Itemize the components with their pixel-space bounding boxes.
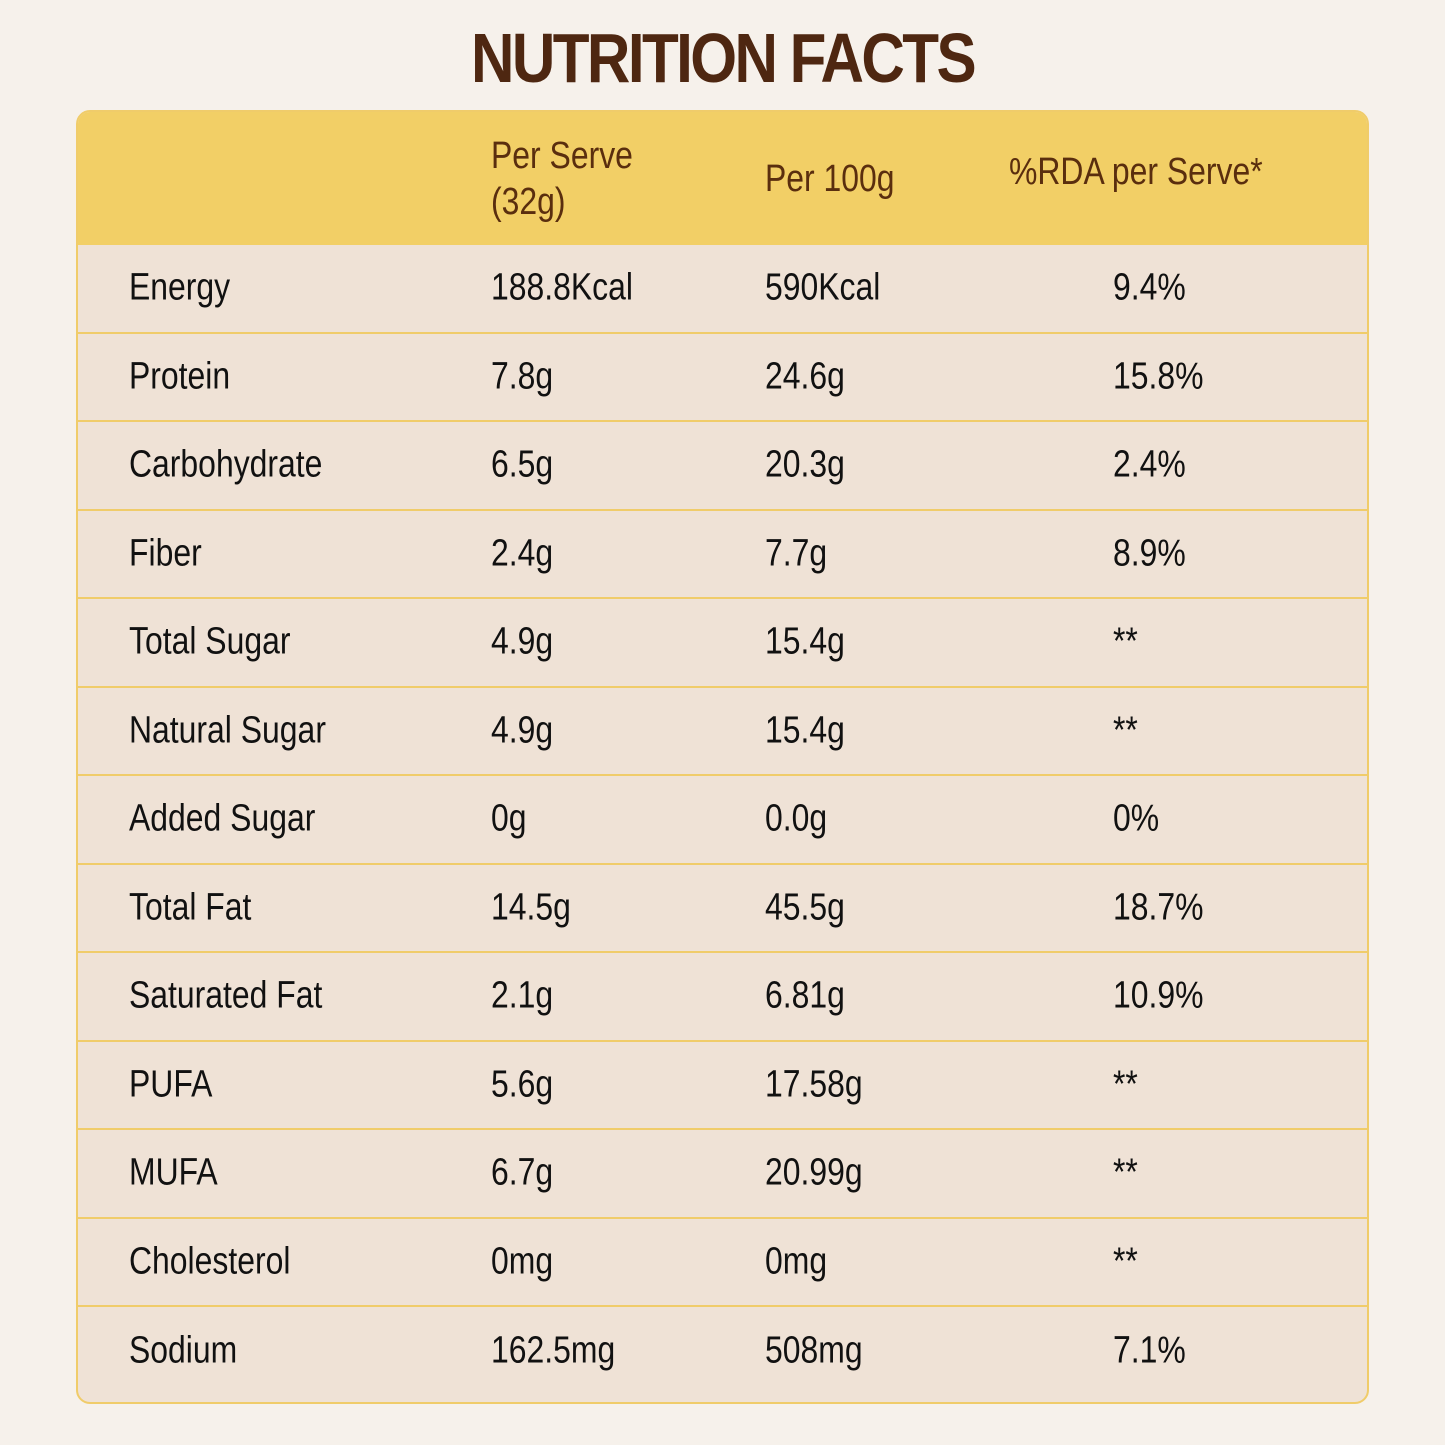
per-serve-cell: 188.8Kcal — [491, 266, 633, 309]
table-row: Cholesterol 0mg 0mg ** — [78, 1219, 1367, 1307]
per-100g-cell: 0.0g — [765, 797, 828, 840]
per-serve-cell: 6.5g — [491, 443, 554, 486]
rda-cell: 7.1% — [1113, 1329, 1186, 1372]
header-per-100g: Per 100g — [765, 157, 895, 200]
rda-cell: 0% — [1113, 797, 1160, 840]
title-text: NUTRITION FACTS — [470, 19, 977, 97]
per-100g-cell: 17.58g — [765, 1063, 863, 1106]
per-100g-cell: 508mg — [765, 1329, 863, 1372]
per-100g-cell: 0mg — [765, 1240, 828, 1283]
table-row: Fiber 2.4g 7.7g 8.9% — [78, 511, 1367, 599]
per-100g-cell: 6.81g — [765, 974, 845, 1017]
nutrient-cell: Natural Sugar — [129, 709, 326, 752]
rda-cell: 8.9% — [1113, 532, 1186, 575]
header-rda: %RDA per Serve* — [1009, 150, 1263, 193]
table-row: Sodium 162.5mg 508mg 7.1% — [78, 1307, 1367, 1396]
table-header: Per Serve (32g) Per 100g %RDA per Serve* — [78, 112, 1367, 245]
table-body: Energy 188.8Kcal 590Kcal 9.4% Protein 7.8g 24.… — [78, 245, 1367, 1396]
per-serve-cell: 14.5g — [491, 886, 571, 929]
rda-cell: ** — [1113, 620, 1138, 663]
table-row: Protein 7.8g 24.6g 15.8% — [78, 334, 1367, 422]
per-100g-cell: 20.99g — [765, 1151, 863, 1194]
header-per-serve-line1: Per Serve — [491, 134, 633, 177]
rda-cell: 15.8% — [1113, 355, 1204, 398]
table-row: Added Sugar 0g 0.0g 0% — [78, 776, 1367, 865]
per-100g-cell: 590Kcal — [765, 266, 881, 309]
per-serve-cell: 0mg — [491, 1240, 554, 1283]
nutrient-cell: Protein — [129, 355, 231, 398]
rda-cell: 9.4% — [1113, 266, 1186, 309]
per-100g-cell: 15.4g — [765, 620, 845, 663]
rda-cell: ** — [1113, 1240, 1138, 1283]
nutrient-cell: Total Sugar — [129, 620, 291, 663]
table-row: Carbohydrate 6.5g 20.3g 2.4% — [78, 422, 1367, 511]
nutrient-cell: Carbohydrate — [129, 443, 323, 486]
per-100g-cell: 7.7g — [765, 532, 828, 575]
page-title: NUTRITION FACTS — [0, 18, 1445, 98]
per-100g-cell: 45.5g — [765, 886, 845, 929]
per-serve-cell: 4.9g — [491, 709, 554, 752]
rda-cell: 18.7% — [1113, 886, 1204, 929]
nutrient-cell: Total Fat — [129, 886, 252, 929]
per-100g-cell: 15.4g — [765, 709, 845, 752]
per-serve-cell: 5.6g — [491, 1063, 554, 1106]
per-serve-cell: 4.9g — [491, 620, 554, 663]
nutrient-cell: Fiber — [129, 532, 202, 575]
rda-cell: ** — [1113, 709, 1138, 752]
table-row: Total Fat 14.5g 45.5g 18.7% — [78, 865, 1367, 953]
rda-cell: 2.4% — [1113, 443, 1186, 486]
nutrient-cell: Saturated Fat — [129, 974, 323, 1017]
nutrient-cell: MUFA — [129, 1151, 218, 1194]
nutrient-cell: Sodium — [129, 1329, 238, 1372]
table-row: Total Sugar 4.9g 15.4g ** — [78, 599, 1367, 688]
nutrient-cell: Added Sugar — [129, 797, 316, 840]
table-row: Energy 188.8Kcal 590Kcal 9.4% — [78, 245, 1367, 334]
per-serve-cell: 7.8g — [491, 355, 554, 398]
nutrient-cell: Cholesterol — [129, 1240, 291, 1283]
nutrient-cell: Energy — [129, 266, 231, 309]
nutrient-cell: PUFA — [129, 1063, 213, 1106]
per-serve-cell: 2.4g — [491, 532, 554, 575]
table-row: Natural Sugar 4.9g 15.4g ** — [78, 688, 1367, 776]
header-per-serve-line2: (32g) — [491, 180, 566, 223]
table-row: Saturated Fat 2.1g 6.81g 10.9% — [78, 953, 1367, 1042]
rda-cell: ** — [1113, 1151, 1138, 1194]
table-row: PUFA 5.6g 17.58g ** — [78, 1042, 1367, 1130]
per-100g-cell: 20.3g — [765, 443, 845, 486]
nutrition-table: Per Serve (32g) Per 100g %RDA per Serve* … — [76, 110, 1369, 1404]
per-serve-cell: 0g — [491, 797, 527, 840]
per-serve-cell: 2.1g — [491, 974, 554, 1017]
per-serve-cell: 162.5mg — [491, 1329, 616, 1372]
per-serve-cell: 6.7g — [491, 1151, 554, 1194]
rda-cell: 10.9% — [1113, 974, 1204, 1017]
rda-cell: ** — [1113, 1063, 1138, 1106]
header-per-serve: Per Serve (32g) — [491, 133, 660, 225]
table-row: MUFA 6.7g 20.99g ** — [78, 1130, 1367, 1219]
per-100g-cell: 24.6g — [765, 355, 845, 398]
